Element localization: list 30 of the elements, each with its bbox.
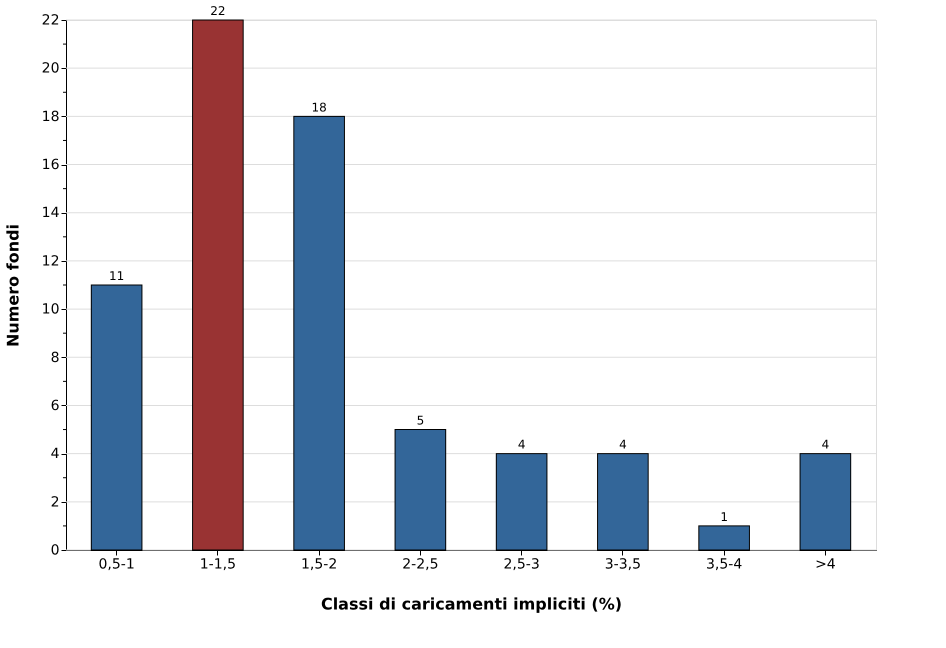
x-tick-label: >4 bbox=[815, 556, 836, 572]
x-tick-label: 1-1,5 bbox=[200, 556, 236, 572]
data-label: 11 bbox=[108, 269, 124, 283]
data-label: 1 bbox=[720, 510, 728, 524]
y-axis-title: Numero fondi bbox=[4, 224, 23, 348]
y-tick-label: 2 bbox=[50, 494, 60, 510]
x-tick-label: 3,5-4 bbox=[706, 556, 742, 572]
data-label: 4 bbox=[518, 438, 526, 452]
y-tick-label: 18 bbox=[42, 108, 60, 125]
x-axis-title: Classi di caricamenti impliciti (%) bbox=[320, 594, 622, 614]
x-tick-label: 2,5-3 bbox=[504, 556, 540, 572]
y-tick-label: 22 bbox=[42, 12, 60, 28]
y-tick-label: 16 bbox=[42, 157, 60, 174]
y-tick-label: 20 bbox=[42, 60, 60, 77]
y-tick-label: 0 bbox=[50, 542, 60, 558]
data-label: 22 bbox=[210, 4, 226, 18]
y-tick-label: 6 bbox=[50, 398, 60, 414]
x-tick-label: 0,5-1 bbox=[98, 556, 135, 572]
x-tick-label: 1,5-2 bbox=[301, 556, 338, 572]
y-tick-label: 10 bbox=[42, 302, 60, 318]
x-tick-label: 3-3,5 bbox=[604, 556, 641, 572]
data-label: 18 bbox=[311, 100, 327, 114]
y-tick-label: 4 bbox=[50, 446, 60, 462]
x-tick-label: 2-2,5 bbox=[402, 556, 438, 572]
y-tick-label: 8 bbox=[50, 350, 60, 366]
data-label: 4 bbox=[619, 438, 627, 452]
y-tick-label: 14 bbox=[42, 205, 60, 222]
data-label: 4 bbox=[822, 438, 830, 452]
data-label: 5 bbox=[416, 414, 424, 428]
y-tick-label: 12 bbox=[42, 253, 60, 270]
